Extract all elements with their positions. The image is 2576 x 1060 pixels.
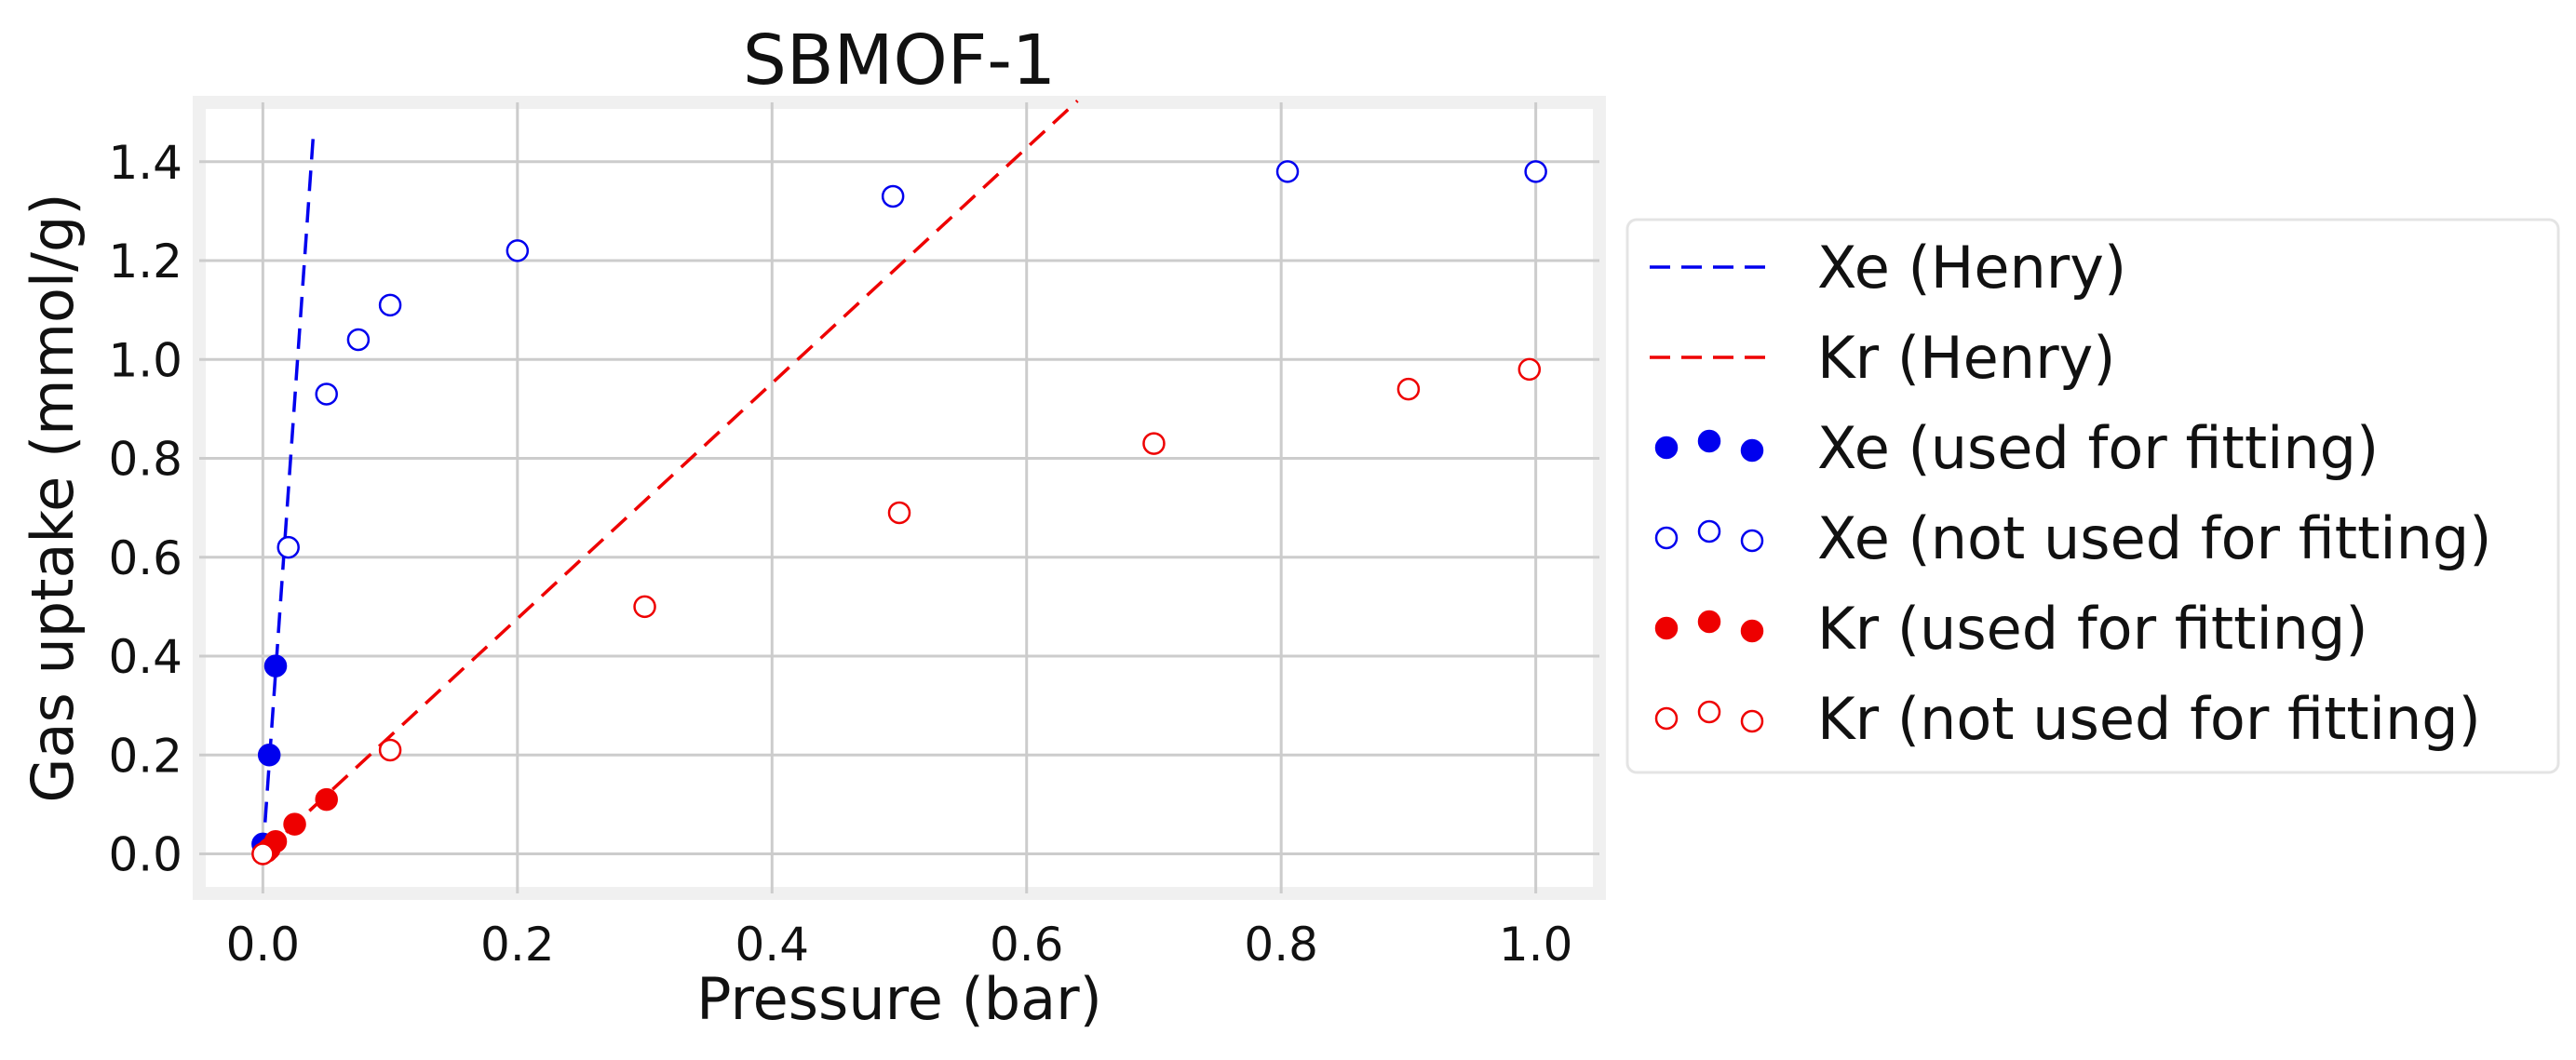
x-tick-label: 0.8 bbox=[1244, 918, 1318, 972]
open-marker-3 bbox=[1142, 432, 1166, 455]
grid bbox=[199, 102, 1599, 893]
henry-line-0 bbox=[261, 137, 316, 854]
legend-label: Xe (not used for fitting) bbox=[1817, 504, 2491, 572]
legend-marker-swatch bbox=[1654, 436, 1679, 460]
x-tick-label: 0.6 bbox=[990, 918, 1064, 972]
x-tick-label: 0.2 bbox=[480, 918, 555, 972]
henry-line-1 bbox=[262, 100, 1079, 855]
y-tick-label: 1.2 bbox=[108, 235, 182, 288]
legend-label: Xe (used for fitting) bbox=[1817, 414, 2379, 482]
legend-marker-swatch bbox=[1654, 526, 1679, 550]
legend-marker-swatch bbox=[1654, 706, 1679, 731]
x-tick-label: 0.0 bbox=[226, 918, 301, 972]
filled-marker-2 bbox=[315, 787, 338, 812]
legend-label: Kr (used for fitting) bbox=[1817, 595, 2368, 663]
legend-label: Xe (Henry) bbox=[1817, 234, 2126, 302]
y-tick-label: 0.0 bbox=[108, 828, 182, 882]
filled-marker-0 bbox=[263, 654, 288, 678]
henry-lines bbox=[261, 100, 1079, 855]
x-axis-label: Pressure (bar) bbox=[696, 965, 1102, 1033]
legend-marker-swatch bbox=[1740, 529, 1764, 553]
legend-box bbox=[1625, 218, 2560, 774]
open-marker-3 bbox=[1517, 357, 1542, 382]
legend-marker-swatch bbox=[1697, 700, 1721, 724]
data-points bbox=[251, 160, 1547, 865]
chart-title: SBMOF-1 bbox=[743, 20, 1056, 101]
tick-labels: 0.0 0.2 0.4 0.6 0.8 1.0 0.0 0.2 0.4 0.6 0.8 1.0 1.2 1… bbox=[108, 136, 1572, 972]
legend-marker-swatch bbox=[1740, 619, 1764, 643]
legend-marker-swatch bbox=[1697, 519, 1721, 543]
plot-frame bbox=[193, 96, 1606, 900]
open-marker-3 bbox=[633, 595, 656, 619]
y-tick-label: 0.2 bbox=[108, 729, 182, 783]
open-marker-3 bbox=[887, 501, 911, 525]
open-marker-1 bbox=[881, 184, 905, 208]
legend: Xe (Henry) Kr (Henry) Xe (used for fitting… bbox=[1625, 218, 2560, 774]
y-tick-label: 1.0 bbox=[108, 333, 182, 387]
x-tick-label: 1.0 bbox=[1499, 918, 1573, 972]
filled-marker-0 bbox=[257, 744, 281, 767]
open-marker-1 bbox=[346, 328, 371, 352]
legend-marker-swatch bbox=[1654, 616, 1679, 640]
y-tick-label: 0.8 bbox=[108, 433, 182, 487]
y-tick-label: 0.4 bbox=[108, 630, 182, 684]
open-marker-1 bbox=[1275, 160, 1300, 183]
open-marker-1 bbox=[1524, 160, 1547, 183]
filled-marker-2 bbox=[283, 812, 306, 836]
legend-marker-swatch bbox=[1740, 438, 1764, 463]
legend-marker-swatch bbox=[1697, 610, 1721, 634]
y-axis-label: Gas uptake (mmol/g) bbox=[19, 193, 87, 802]
legend-marker-swatch bbox=[1740, 709, 1764, 733]
y-tick-label: 0.6 bbox=[108, 531, 182, 585]
open-marker-1 bbox=[315, 382, 338, 406]
open-marker-3 bbox=[378, 738, 402, 762]
open-marker-1 bbox=[276, 535, 300, 559]
legend-label: Kr (Henry) bbox=[1817, 324, 2115, 392]
x-tick-label: 0.4 bbox=[735, 918, 810, 972]
legend-label: Kr (not used for fitting) bbox=[1817, 685, 2481, 753]
legend-marker-swatch bbox=[1697, 429, 1721, 453]
open-marker-1 bbox=[378, 293, 402, 317]
open-marker-3 bbox=[251, 842, 275, 865]
open-marker-3 bbox=[1396, 377, 1421, 401]
open-marker-1 bbox=[506, 239, 530, 262]
y-tick-label: 1.4 bbox=[108, 136, 182, 190]
